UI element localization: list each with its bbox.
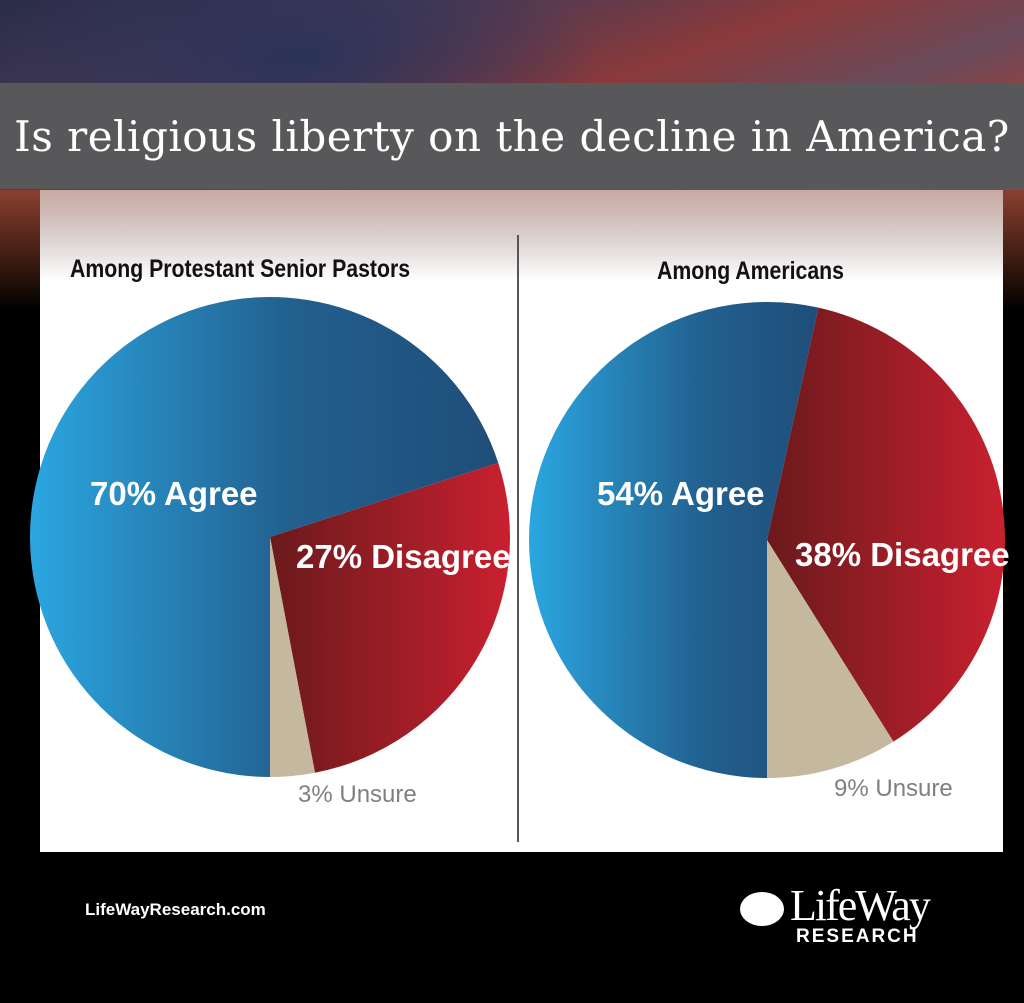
slice-disagree [270,462,511,773]
right-chart-title: Among Americans [657,257,844,285]
slice-unsure [270,537,315,777]
pie-americans [529,301,1005,778]
label-disagree: 27% Disagree [296,538,511,575]
logo-text: LifeWay [790,881,931,930]
slice-agree [30,297,499,778]
logo-icon [740,892,784,926]
page-title: Is religious liberty on the decline in A… [14,111,1010,161]
label-unsure: 9% Unsure [834,775,953,802]
slice-unsure [767,540,894,778]
pie-pastors [30,297,511,778]
label-disagree: 38% Disagree [795,536,1010,573]
website-link[interactable]: LifeWayResearch.com [85,900,266,919]
slice-disagree [767,307,1005,742]
slice-agree [529,301,819,778]
label-agree: 54% Agree [597,475,765,512]
label-unsure: 3% Unsure [298,781,417,808]
label-agree: 70% Agree [90,475,258,512]
lifeway-logo: LifeWay RESEARCH [740,880,950,950]
left-chart-title: Among Protestant Senior Pastors [70,255,411,283]
divider [517,235,519,842]
title-bar: Is religious liberty on the decline in A… [0,83,1024,189]
logo-subtext: RESEARCH [796,926,919,947]
